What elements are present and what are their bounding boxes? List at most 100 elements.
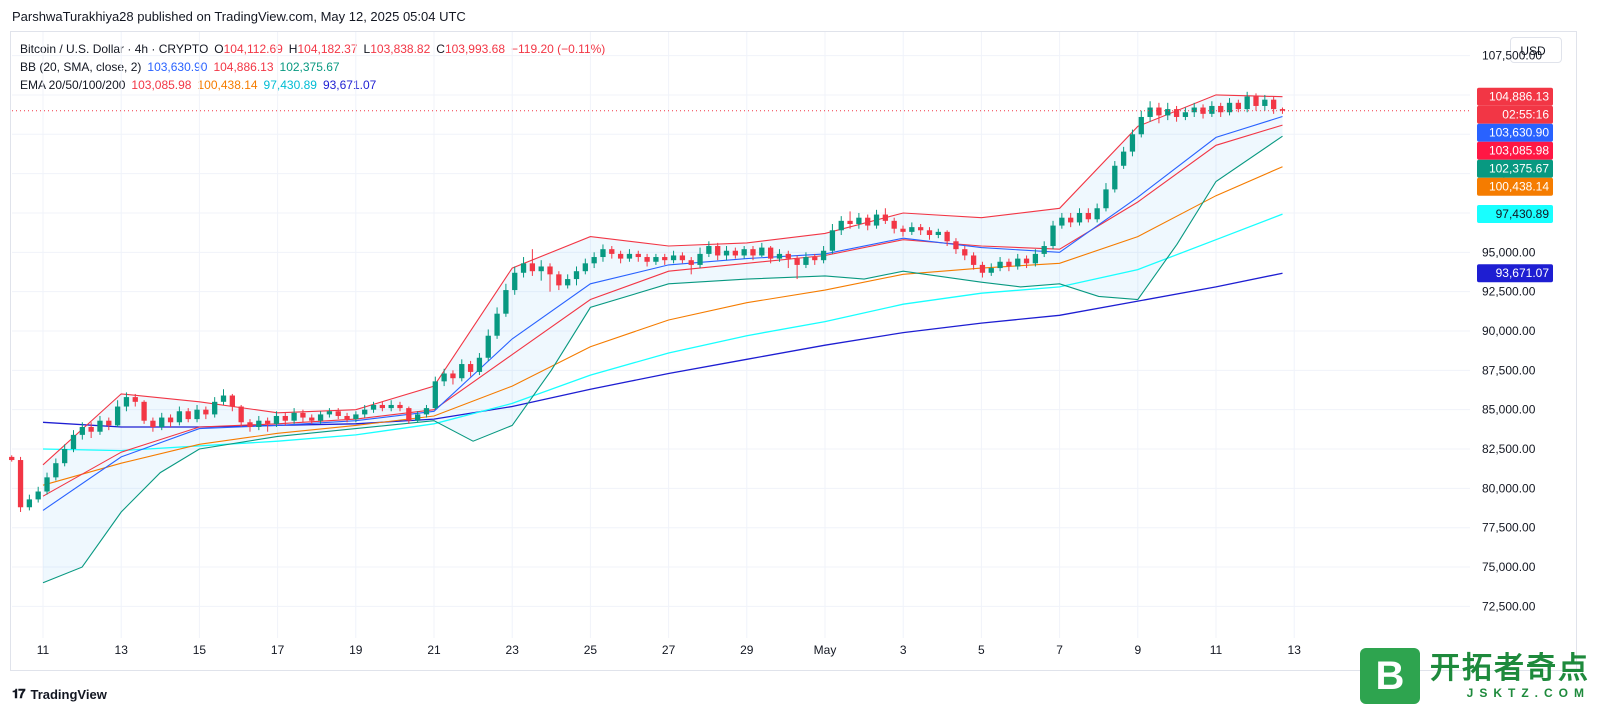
candle-body — [988, 268, 994, 273]
candle-body — [1059, 217, 1065, 226]
candle-body — [767, 247, 774, 259]
y-tick-label: 72,500.00 — [1482, 599, 1536, 613]
candle-body — [388, 404, 394, 409]
bb-lower-value: 102,375.67 — [279, 60, 340, 74]
candle-body — [1279, 109, 1286, 111]
currency-button[interactable]: USD — [1510, 37, 1562, 63]
watermark-cn-text: 开拓者奇点 — [1430, 652, 1590, 685]
candle-body — [1094, 208, 1100, 220]
candle-body — [35, 491, 41, 500]
candle-body — [776, 253, 783, 259]
candle-body — [785, 253, 791, 259]
price-tag-label: 102,375.67 — [1489, 162, 1549, 176]
candle-body — [873, 214, 880, 226]
candle-body — [979, 264, 986, 273]
candle-body — [970, 255, 977, 265]
candle-body — [926, 230, 933, 236]
candle-body — [132, 397, 138, 402]
bb-fill — [43, 94, 1283, 583]
candle-body — [106, 420, 112, 426]
candle-body — [247, 422, 253, 427]
candle-body — [962, 249, 968, 256]
candle-body — [759, 247, 765, 256]
candle-body — [617, 253, 624, 259]
candle-body — [1006, 261, 1012, 267]
bb-upper-line — [42, 94, 1283, 466]
candle-body — [662, 257, 668, 261]
candle-body — [600, 249, 606, 258]
candle-body — [997, 261, 1003, 269]
tradingview-logo[interactable]: 𝟏𝟕 TradingView — [12, 686, 107, 702]
candle-body — [503, 290, 509, 314]
candle-body — [150, 420, 156, 427]
candle-body — [441, 373, 447, 382]
candle-body — [326, 411, 333, 415]
candle-body — [1050, 225, 1056, 247]
candle-body — [1182, 112, 1189, 117]
tradingview-brand-text: TradingView — [30, 686, 107, 702]
x-tick-label: 27 — [662, 643, 676, 657]
ema-label[interactable]: EMA 20/50/100/200 — [20, 78, 126, 92]
y-tick-label: 75,000.00 — [1482, 560, 1536, 574]
candle-body — [309, 417, 315, 421]
candle-body — [123, 397, 130, 407]
candle-body — [706, 246, 712, 254]
publisher-line: ParshwaTurakhiya28 published on TradingV… — [12, 9, 466, 24]
price-tag — [1477, 159, 1553, 178]
candle-body — [1200, 107, 1206, 114]
candle-body — [882, 214, 889, 221]
x-tick-label: 17 — [271, 643, 285, 657]
high-value: 104,182.37 — [297, 42, 358, 56]
bb-basis-value: 103,630.90 — [147, 60, 208, 74]
bb-lower-line — [42, 135, 1283, 584]
bb-upper-value: 104,886.13 — [213, 60, 274, 74]
y-tick-label: 82,500.00 — [1482, 442, 1536, 456]
price-tag — [1477, 264, 1553, 283]
candle-body — [547, 266, 553, 275]
candle-body — [591, 257, 597, 264]
candle-body — [432, 381, 438, 409]
candle-body — [406, 408, 412, 421]
candle-body — [900, 228, 906, 232]
x-tick-label: May — [814, 643, 837, 657]
candle-body — [1112, 165, 1118, 190]
candle-body — [538, 266, 544, 272]
candle-body — [582, 263, 588, 272]
candle-body — [9, 456, 15, 461]
y-tick-label: 85,000.00 — [1482, 403, 1536, 417]
candle-body — [97, 420, 103, 432]
candle-body — [1129, 134, 1136, 152]
low-label: L — [363, 42, 371, 56]
candle-body — [935, 231, 941, 236]
candle-body — [741, 249, 747, 256]
change-value: −119.20 (−0.11%) — [511, 42, 606, 56]
candle-body — [264, 420, 271, 424]
candle-body — [459, 364, 465, 379]
candle-body — [467, 364, 474, 372]
symbol-label[interactable]: Bitcoin / U.S. Dollar · 4h · CRYPTO — [20, 42, 209, 56]
candle-body — [1191, 107, 1197, 113]
legend-ema-row: EMA 20/50/100/200 103,085.98 100,438.14 … — [20, 76, 605, 94]
candle-body — [1209, 105, 1215, 114]
price-tag-label: 103,630.90 — [1489, 126, 1549, 140]
price-tag — [1477, 177, 1553, 196]
watermark: B 开拓者奇点 JSKTZ.COM — [1360, 648, 1590, 704]
ema200-value: 93,671.07 — [322, 78, 377, 92]
candle-body — [70, 434, 77, 450]
watermark-logo-icon: B — [1360, 648, 1420, 704]
candle-body — [1218, 105, 1224, 113]
price-tag-label: 103,085.98 — [1489, 144, 1549, 158]
x-tick-label: 5 — [978, 643, 985, 657]
candle-body — [732, 250, 738, 256]
bb-label[interactable]: BB (20, SMA, close, 2) — [20, 60, 142, 74]
candle-body — [856, 217, 862, 224]
x-tick-label: 21 — [427, 643, 441, 657]
candle-body — [812, 257, 818, 261]
price-tag — [1477, 205, 1553, 224]
candle-body — [609, 249, 615, 254]
candle-body — [865, 217, 871, 226]
candle-body — [203, 409, 209, 415]
y-tick-label: 80,000.00 — [1482, 481, 1536, 495]
y-tick-label: 92,500.00 — [1482, 285, 1536, 299]
